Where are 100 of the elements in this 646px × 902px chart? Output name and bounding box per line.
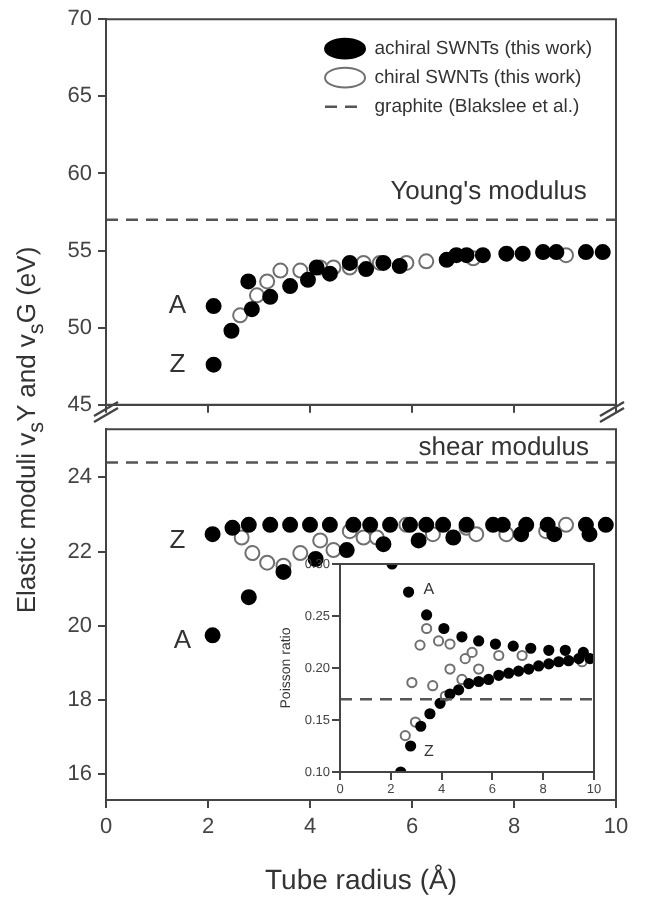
x-tick-label: 8 (507, 815, 521, 840)
point (459, 653, 471, 665)
point (418, 516, 435, 533)
point (548, 244, 565, 261)
point (345, 516, 362, 533)
legend-label: chiral SWNTs (this work) (374, 66, 582, 89)
point (341, 254, 358, 271)
point (523, 663, 535, 675)
y-tick-label: 18 (67, 687, 92, 712)
point (533, 660, 545, 672)
point (597, 516, 614, 533)
point (405, 740, 417, 752)
point (240, 273, 257, 290)
point (493, 669, 505, 681)
point (292, 545, 309, 562)
point (558, 516, 575, 533)
point (240, 516, 257, 533)
point (503, 667, 515, 679)
point (204, 526, 221, 543)
y-tick-label: 20 (67, 613, 92, 638)
point (414, 639, 426, 651)
point (584, 653, 594, 665)
point (399, 730, 411, 742)
y-tick-label: 50 (67, 315, 92, 340)
point (382, 516, 399, 533)
point (240, 589, 257, 606)
point (262, 288, 279, 305)
x-tick-label: 6 (405, 815, 419, 840)
point (525, 642, 537, 654)
point (577, 244, 594, 261)
point (563, 655, 575, 667)
point (358, 261, 375, 278)
x-tick-label: 10 (603, 815, 629, 840)
point (415, 720, 427, 732)
point (474, 247, 491, 264)
point (321, 516, 338, 533)
x-axis-title: Tube radius (Å) (265, 862, 457, 895)
x-tick-label: 4 (303, 815, 317, 840)
annotation: A (423, 580, 436, 599)
point (402, 586, 415, 598)
point (594, 244, 611, 261)
point (204, 627, 221, 644)
point (205, 356, 222, 373)
point (325, 542, 342, 559)
point (445, 529, 462, 546)
point (444, 663, 456, 675)
y-tick-label: 24 (67, 465, 92, 490)
point (514, 245, 531, 262)
point (489, 638, 502, 650)
point (272, 262, 289, 279)
point (432, 635, 445, 647)
annotation: Z (169, 523, 186, 554)
point (482, 673, 495, 686)
point (546, 526, 563, 543)
point (418, 253, 435, 270)
point (259, 273, 276, 290)
point (424, 708, 436, 720)
point (507, 640, 519, 652)
point (453, 684, 465, 696)
point (553, 656, 565, 668)
point (223, 322, 240, 339)
point (362, 516, 379, 533)
point (375, 536, 392, 553)
point (406, 676, 418, 689)
point (321, 265, 338, 282)
y-tick-label: 45 (67, 392, 92, 417)
point (205, 298, 222, 315)
point (516, 649, 528, 662)
point (543, 658, 555, 670)
point (427, 680, 439, 692)
point (282, 278, 299, 295)
point (466, 646, 478, 658)
point (456, 631, 468, 643)
y-tick-label: 65 (67, 84, 92, 109)
point (543, 644, 555, 656)
y-tick-label: 70 (67, 7, 92, 32)
point (473, 635, 485, 647)
annotation: shear modulus (418, 430, 591, 461)
annotation: Z (424, 741, 435, 760)
point (244, 545, 261, 562)
point (498, 245, 515, 262)
point (581, 526, 598, 543)
point (338, 542, 355, 559)
point (559, 644, 571, 656)
y-tick-label: 60 (67, 161, 92, 186)
point (493, 649, 505, 662)
point (224, 519, 241, 536)
annotation: Young's modulus (390, 175, 588, 206)
annotation: Z (169, 347, 186, 378)
point (410, 532, 427, 549)
legend-label: graphite (Blakslee et al.) (374, 95, 580, 118)
y-tick-label: 16 (67, 762, 92, 787)
point (438, 622, 450, 635)
point (444, 638, 456, 650)
point (232, 307, 249, 324)
point (312, 532, 329, 549)
point (302, 516, 318, 533)
y-tick-label: 55 (67, 238, 92, 263)
point (259, 554, 276, 571)
point (421, 622, 433, 635)
